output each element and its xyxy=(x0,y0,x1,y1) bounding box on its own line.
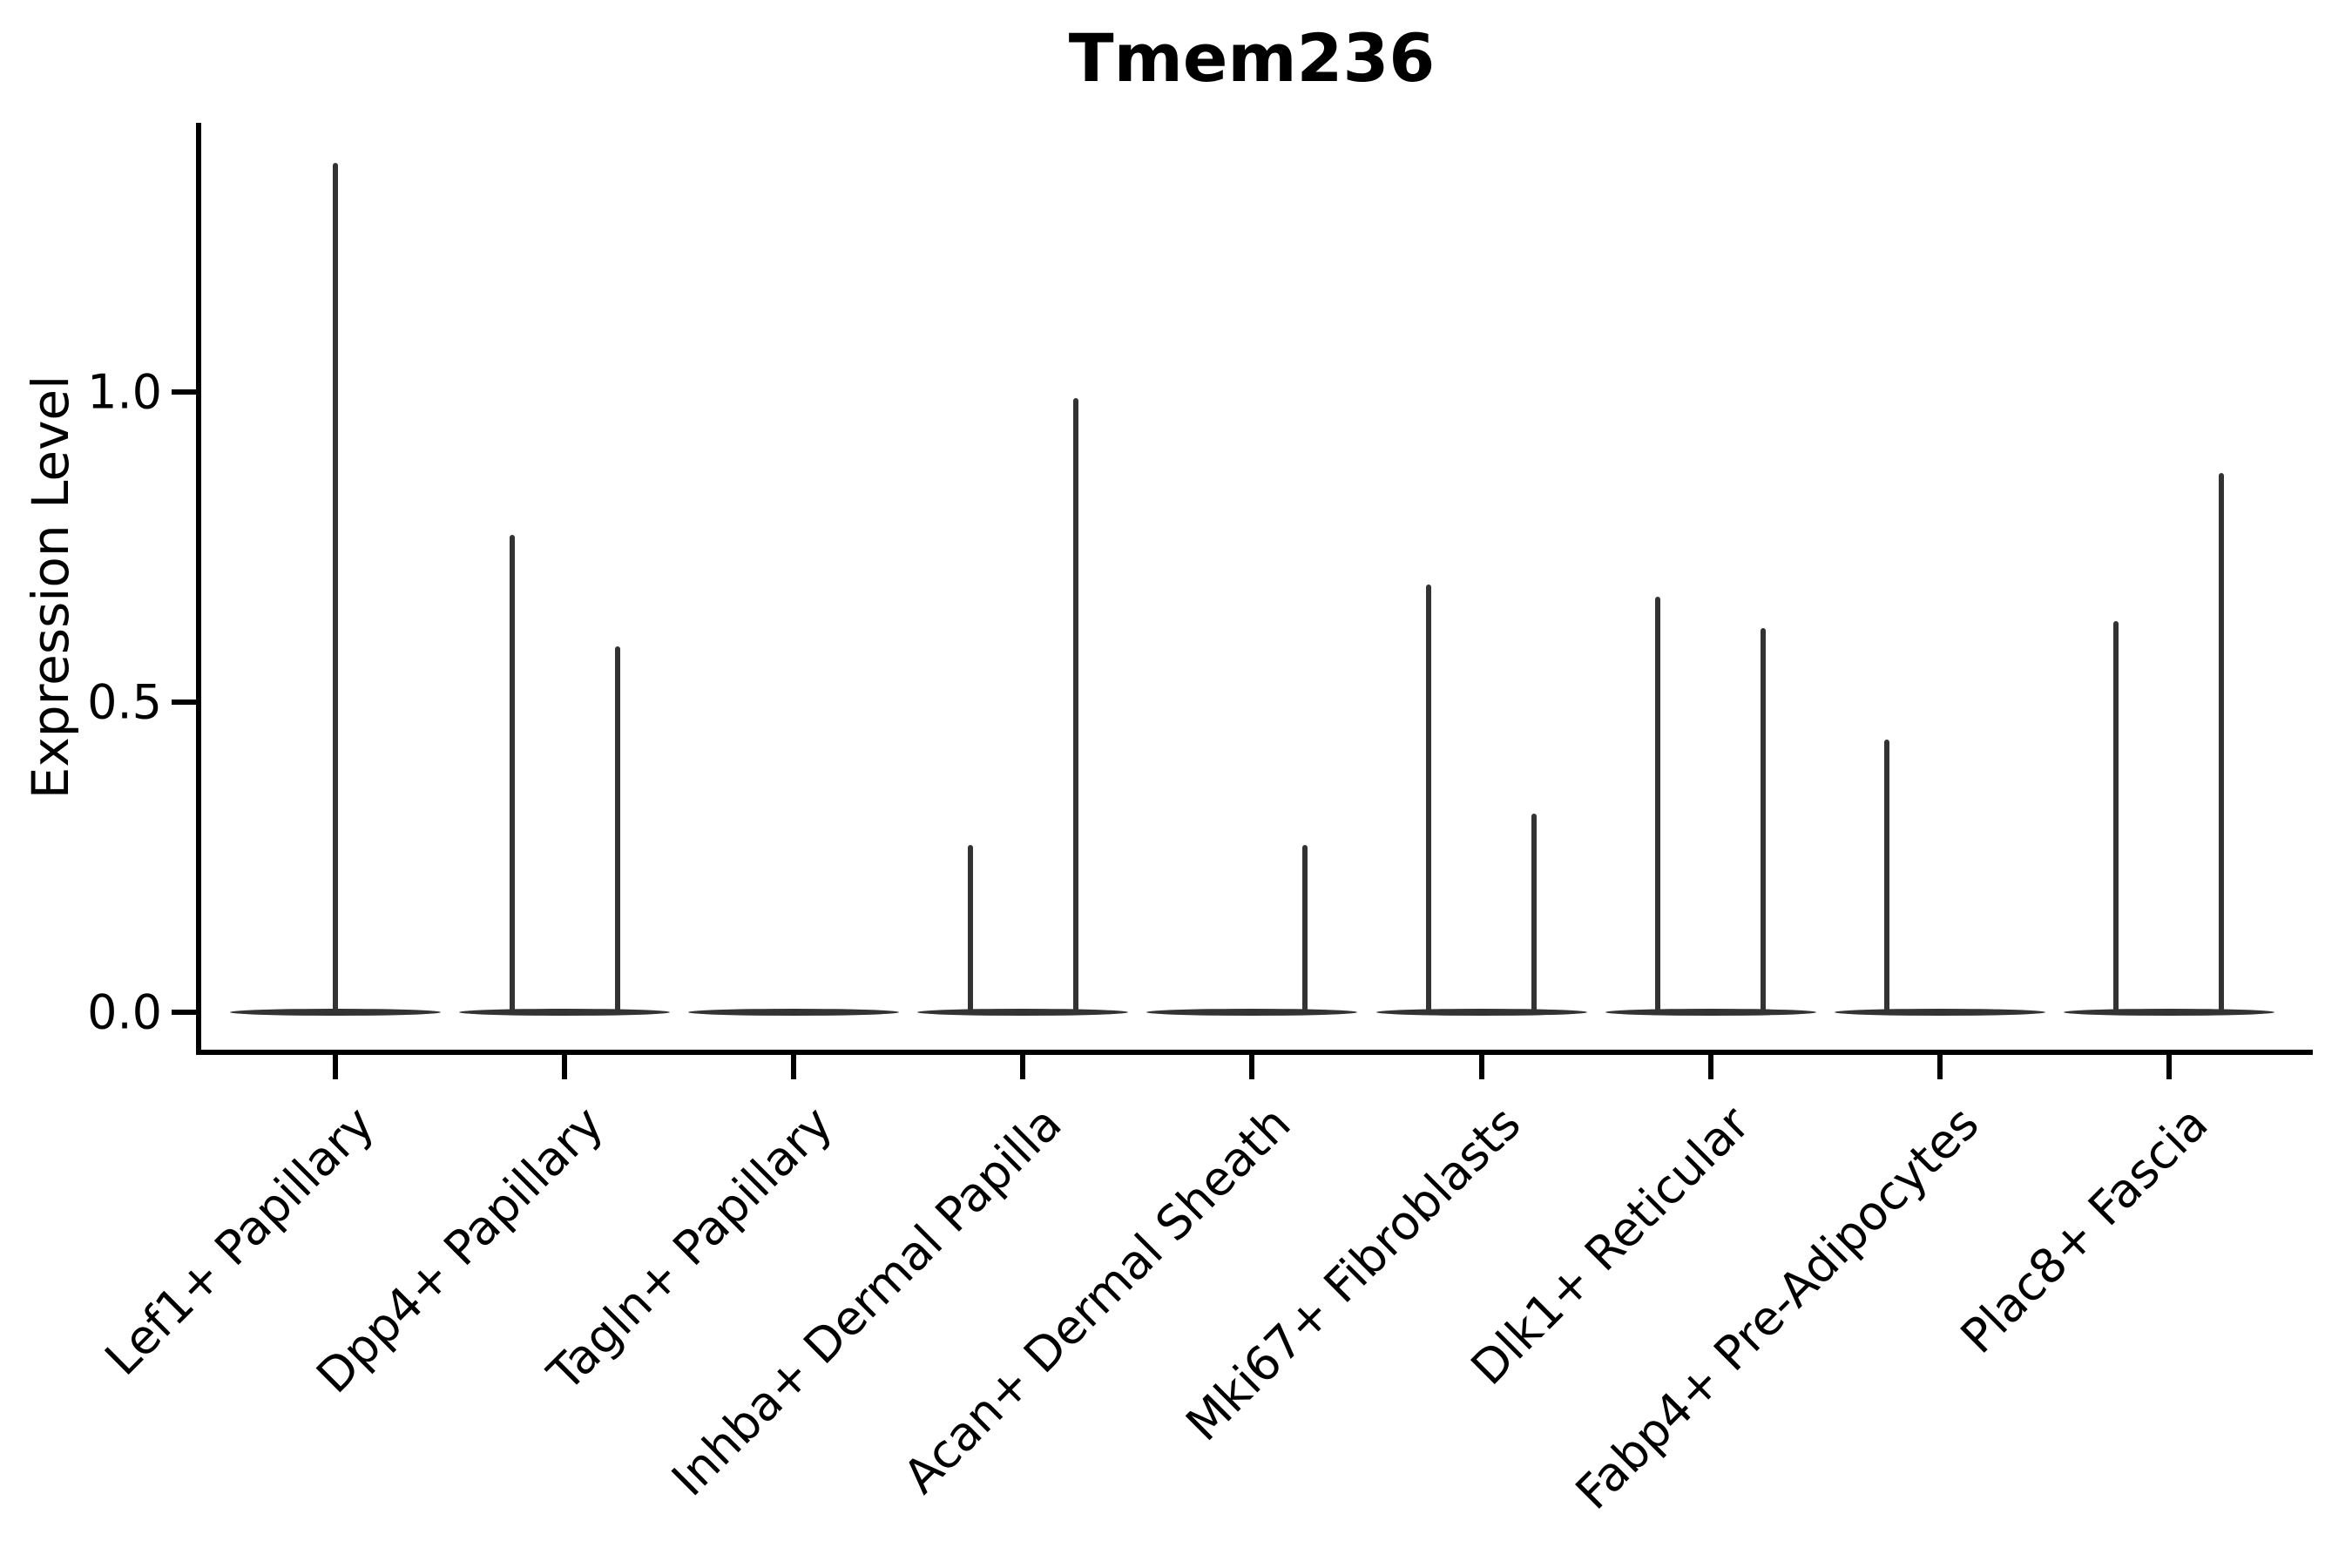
y-tick-mark xyxy=(172,389,196,395)
x-tick-label: Inhba+ Dermal Papilla xyxy=(661,1096,1072,1507)
violin-baseline xyxy=(917,1009,1129,1016)
violin-baseline xyxy=(1605,1009,1816,1016)
x-tick-mark xyxy=(1020,1055,1026,1079)
y-tick-label: 1.0 xyxy=(87,364,162,420)
x-tick-label: Fabp4+ Pre-Adipocytes xyxy=(1565,1096,1990,1520)
x-tick-mark xyxy=(791,1055,797,1079)
y-tick-label: 0.0 xyxy=(87,984,162,1040)
violin-spike xyxy=(1531,814,1537,1015)
violin-spike xyxy=(1655,596,1661,1015)
violin-spike xyxy=(967,844,973,1015)
x-tick-mark xyxy=(1707,1055,1713,1079)
violin-spike xyxy=(1301,844,1308,1015)
y-axis-label: Expression Level xyxy=(21,375,80,800)
violin-spike xyxy=(1426,584,1431,1015)
plot-title: Tmem236 xyxy=(1068,19,1436,97)
x-tick-mark xyxy=(1936,1055,1943,1079)
violin-spike xyxy=(509,534,515,1015)
x-tick-mark xyxy=(2166,1055,2172,1079)
x-tick-mark xyxy=(562,1055,568,1079)
y-tick-mark xyxy=(172,700,196,705)
violin-spike xyxy=(1884,739,1890,1015)
x-tick-mark xyxy=(1249,1055,1255,1079)
violin-baseline xyxy=(459,1009,671,1016)
violin-spike xyxy=(333,162,338,1015)
x-tick-label: Acan+ Dermal Sheath xyxy=(893,1096,1301,1504)
y-tick-label: 0.5 xyxy=(87,674,162,730)
x-tick-label: Plac8+ Fascia xyxy=(1950,1096,2219,1364)
violin-baseline xyxy=(1375,1009,1587,1016)
y-axis-spine xyxy=(196,123,201,1055)
violin-spike xyxy=(2219,472,2225,1015)
y-tick-mark xyxy=(172,1010,196,1015)
violin-spike xyxy=(2113,621,2119,1015)
violin-baseline xyxy=(688,1009,900,1016)
violin-baseline xyxy=(1146,1009,1358,1016)
violin-baseline xyxy=(2063,1009,2274,1016)
x-tick-mark xyxy=(1478,1055,1484,1079)
violin-baseline xyxy=(1834,1009,2045,1016)
x-axis-spine xyxy=(196,1050,2313,1055)
violin-spike xyxy=(1761,627,1767,1015)
violin-spike xyxy=(1072,398,1078,1015)
x-tick-mark xyxy=(333,1055,338,1079)
violin-spike xyxy=(614,645,620,1015)
